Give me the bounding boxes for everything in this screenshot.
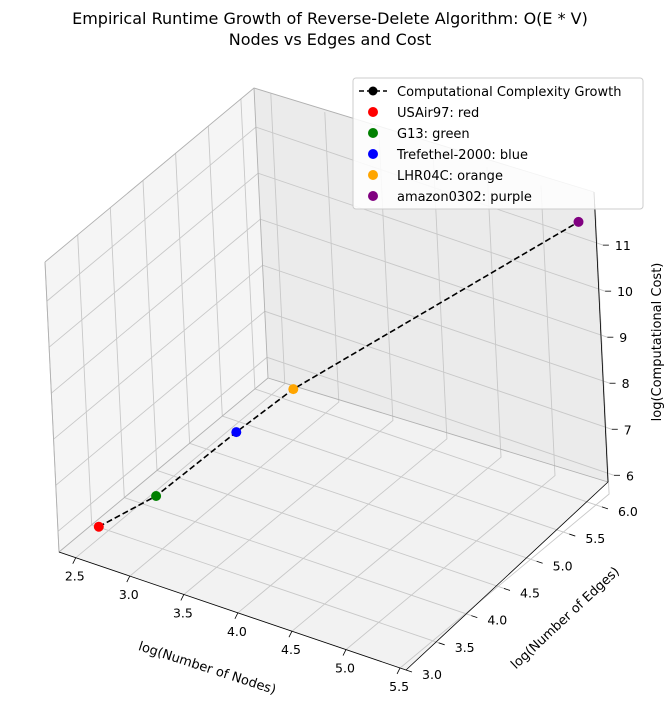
y-tick-label-0: 3.0 [422, 667, 442, 682]
legend-swatch-0 [368, 107, 378, 117]
x-tick-mark-3 [234, 612, 239, 620]
data-point-3 [288, 384, 299, 395]
data-point-0 [93, 521, 104, 532]
x-grid-line-4 [291, 167, 502, 632]
data-point-2 [231, 427, 242, 438]
legend-swatch-3 [368, 170, 378, 180]
x-tick-mark-0 [72, 557, 77, 564]
tick-labels: 2.5 3.0 3.5 4.0 4.5 5.0 5.5 3.0 3.5 4.0 4.5 5.0 5.5 6… [65, 238, 638, 694]
y-tick-label-5: 5.5 [585, 531, 605, 546]
legend-swatch-1 [368, 128, 378, 138]
x-grid-line-2 [183, 130, 394, 595]
legend-label-2: Trefethel-2000: blue [396, 148, 528, 163]
y-tick-label-1: 3.5 [455, 640, 475, 655]
data-point-1 [151, 491, 162, 501]
x-tick-label-6: 5.5 [389, 679, 409, 694]
y-tick-mark-2 [471, 615, 478, 619]
x-grid-line-1 [129, 112, 340, 577]
x-tick-label-2: 3.5 [173, 606, 193, 621]
pane-edge-floor-back [267, 377, 609, 483]
x-grid-line-6 [399, 203, 610, 669]
z-tick-label-0: 6 [626, 468, 634, 483]
y-tick-label-3: 4.5 [520, 585, 540, 600]
y-tick-mark-6 [601, 506, 609, 510]
z-tick-label-4: 10 [617, 284, 633, 299]
chart-title-line-1: Empirical Runtime Growth of Reverse-Dele… [72, 9, 588, 28]
z-tick-label-2: 8 [622, 376, 630, 391]
z-axis-label: log(Computational Cost) [650, 263, 664, 422]
x-tick-label-3: 4.0 [227, 624, 247, 639]
legend-swatch-4 [368, 191, 378, 201]
x-tick-mark-5 [342, 649, 347, 656]
y-tick-mark-4 [536, 560, 543, 564]
z-tick-label-5: 11 [615, 238, 631, 253]
z-tick-label-3: 9 [619, 330, 627, 345]
legend-line-marker [368, 86, 378, 96]
y-tick-mark-0 [405, 669, 413, 673]
pane-edge-front-left [44, 261, 60, 553]
legend-label-3: LHR04C: orange [397, 169, 503, 184]
x-grid-line-0 [75, 93, 286, 559]
pane-edge-floor-left [58, 377, 269, 553]
z-tick-label-1: 7 [624, 422, 632, 437]
legend-swatch-2 [368, 149, 378, 159]
legend-label-0: USAir97: red [397, 106, 479, 121]
x-tick-mark-6 [396, 667, 401, 675]
floor-pane [59, 378, 608, 670]
chart-title-line-2: Nodes vs Edges and Cost [229, 30, 432, 49]
y-tick-mark-5 [569, 533, 576, 537]
x-tick-label-4: 4.5 [281, 642, 301, 657]
data-series [93, 216, 584, 532]
legend-label-1: G13: green [397, 127, 470, 142]
y-tick-mark-3 [503, 588, 511, 591]
y-tick-label-2: 4.0 [487, 613, 507, 628]
axis-lines [44, 87, 609, 671]
x-grid-line-5 [345, 185, 556, 650]
data-point-4 [573, 216, 584, 227]
y-tick-label-4: 5.0 [553, 558, 573, 573]
x-grid-line-3 [237, 148, 448, 614]
x-tick-label-1: 3.0 [119, 587, 139, 602]
y-axis-label: log(Number of Edges) [508, 564, 622, 672]
x-axis-line [58, 551, 407, 671]
pane-edge-back-left [253, 87, 269, 379]
y-tick-label-6: 6.0 [618, 504, 638, 519]
x-tick-label-5: 5.0 [335, 661, 355, 676]
legend-label-line: Computational Complexity Growth [397, 85, 621, 100]
x-tick-mark-4 [288, 631, 293, 638]
y-axis-line [405, 481, 609, 671]
legend-label-4: amazon0302: purple [397, 190, 532, 205]
legend-box [352, 77, 644, 210]
x-axis-label: log(Number of Nodes) [136, 639, 277, 698]
x-tick-mark-1 [126, 575, 131, 583]
z-axis-line [593, 191, 609, 483]
y-tick-mark-1 [438, 642, 445, 646]
legend: Computational Complexity Growth USAir97: … [352, 77, 644, 210]
x-tick-mark-2 [180, 594, 185, 601]
x-tick-label-0: 2.5 [65, 569, 85, 584]
